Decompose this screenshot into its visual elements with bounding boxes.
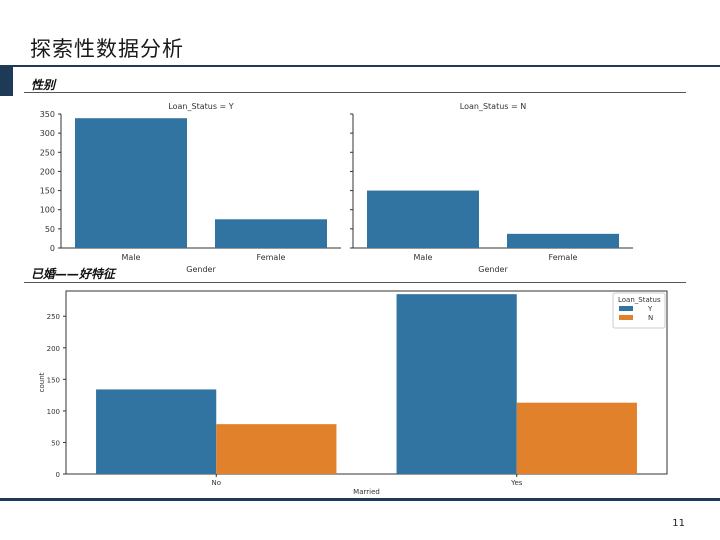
x-tick-label: Male [414, 253, 433, 262]
y-tick-label: 0 [50, 244, 55, 253]
x-tick-label: Female [257, 253, 286, 262]
y-tick-label: 350 [40, 110, 55, 119]
legend-label-y: Y [647, 305, 653, 313]
footer-divider [0, 498, 720, 501]
slide-title: 探索性数据分析 [30, 37, 184, 61]
y-tick-label: 250 [47, 313, 60, 321]
y-axis-label: count [38, 372, 46, 392]
bar-male [367, 190, 479, 248]
y-tick-label: 150 [40, 187, 55, 196]
x-tick-label: No [211, 479, 221, 487]
bar-yes-y [396, 294, 517, 474]
accent-bar [0, 67, 13, 96]
y-tick-label: 300 [40, 129, 55, 138]
y-tick-label: 250 [40, 148, 55, 157]
legend-swatch-n [619, 315, 633, 320]
y-tick-label: 50 [51, 439, 60, 447]
bar-female [507, 233, 619, 248]
y-tick-label: 200 [40, 167, 55, 176]
section-divider-gender [24, 92, 686, 93]
bar-female [215, 219, 327, 248]
x-axis-label: Gender [478, 265, 508, 274]
bar-no-n [216, 424, 337, 474]
legend-title: Loan_Status [618, 296, 661, 304]
chart-title: Loan_Status = Y [168, 102, 233, 111]
y-tick-label: 100 [47, 408, 60, 416]
y-tick-label: 0 [56, 471, 60, 479]
x-axis-label: Married [353, 488, 380, 496]
x-axis-label: Gender [186, 265, 216, 274]
chart-loan-status-n: Male Female Loan_Status = N Gender [350, 102, 633, 274]
legend-swatch-y [619, 306, 633, 311]
title-divider [0, 65, 720, 67]
chart-married-count: 0 50 100 150 200 250 No Yes Married count Loan_Sta… [38, 290, 668, 496]
y-tick-label: 50 [45, 225, 55, 234]
legend-label-n: N [648, 314, 653, 322]
page-number: 11 [672, 518, 685, 529]
x-tick-label: Female [549, 253, 578, 262]
y-tick-label: 200 [47, 345, 60, 353]
y-tick-label: 100 [40, 206, 55, 215]
plot-frame [65, 290, 668, 475]
x-tick-label: Yes [510, 479, 523, 487]
bar-no-y [96, 389, 217, 474]
x-tick-label: Male [122, 253, 141, 262]
section-divider-married [24, 282, 686, 283]
y-tick-label: 150 [47, 376, 60, 384]
section-label-gender: 性别 [31, 78, 56, 92]
chart-loan-status-y: 0 50 100 150 200 250 300 350 Male Female Loan_Stat… [40, 102, 341, 274]
section-label-married: 已婚——好特征 [31, 267, 116, 281]
chart-title: Loan_Status = N [460, 102, 526, 111]
bar-male [75, 118, 187, 248]
bar-yes-n [516, 402, 637, 474]
